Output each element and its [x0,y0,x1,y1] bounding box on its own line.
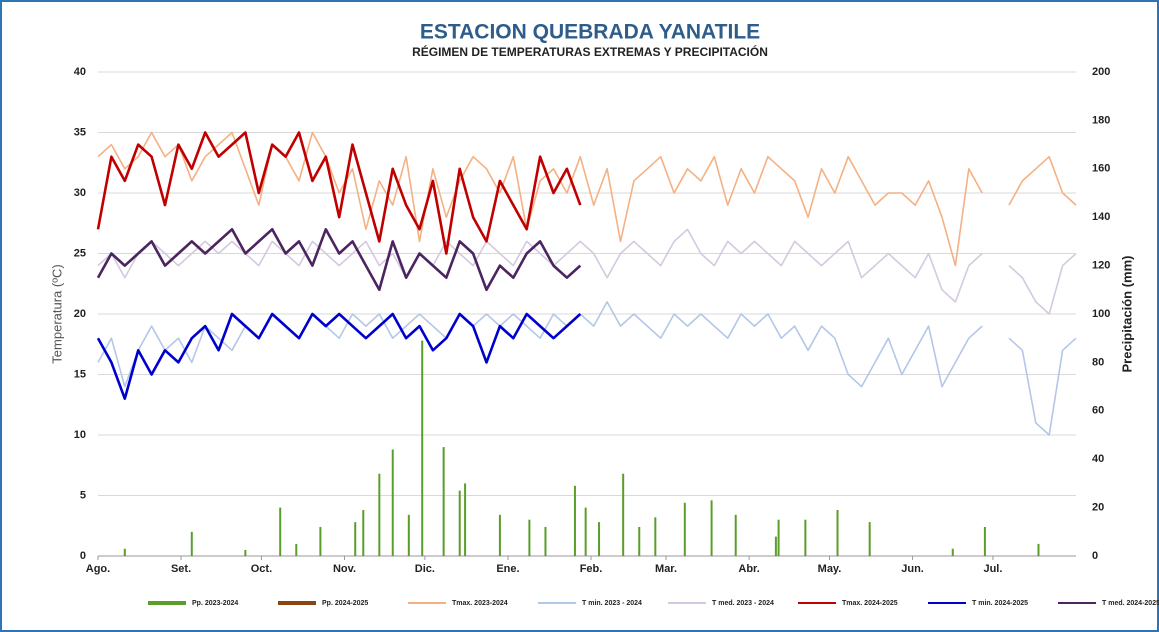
precip-bar [573,485,576,556]
temp-line [96,228,582,292]
precip-bar [295,543,298,556]
legend-label: T min. 2024-2025 [972,600,1028,607]
x-tick-label: Nov. [333,563,356,575]
precip-bar [498,514,501,556]
precip-bar [421,340,424,556]
precip-bar [804,519,807,556]
x-tick-label: Jul. [983,563,1002,575]
x-tick-label: Feb. [580,563,603,575]
y2-tick-label: 180 [1092,114,1110,126]
legend-label: T med. 2024-2025 [1102,600,1159,607]
y2-tick-label: 160 [1092,163,1110,175]
precip-bar [777,519,780,556]
x-tick-label: Dic. [415,563,435,575]
y-tick-label: 0 [80,550,86,562]
y-tick-label: 25 [74,247,86,259]
y-tick-label: 15 [74,368,86,380]
legend-label: T min. 2023 - 2024 [582,600,642,607]
y2-tick-label: 80 [1092,356,1104,368]
legend-label: Tmax. 2024-2025 [842,600,898,607]
x-tick-label: Mar. [655,563,677,575]
x-tick-label: Set. [171,563,191,575]
x-tick-label: Jun. [901,563,924,575]
y-axis-label: Temperatura (ºC) [49,264,64,363]
temp-line [97,131,1077,267]
precip-bar [464,483,467,556]
precip-bar [407,514,410,556]
precip-bar [279,507,282,556]
precip-bar [378,473,381,556]
precip-bar [442,447,445,556]
y2-tick-label: 140 [1092,211,1110,223]
precip-bar [868,522,871,556]
y2-tick-label: 0 [1092,550,1098,562]
precip-bar [362,510,365,556]
precip-bar [774,536,777,556]
y-tick-label: 30 [74,187,86,199]
x-tick-label: Abr. [738,563,759,575]
y2-tick-label: 200 [1092,66,1110,78]
chart-title: ESTACION QUEBRADA YANATILE [420,21,760,44]
y2-axis-label: Precipitación (mm) [1119,255,1134,372]
chart-subtitle: RÉGIMEN DE TEMPERATURAS EXTREMAS Y PRECI… [412,44,768,59]
y2-tick-label: 40 [1092,453,1104,465]
legend-label: Pp. 2023-2024 [192,600,238,607]
precip-bar [638,526,641,556]
precip-bar [983,526,986,556]
y-tick-label: 20 [74,308,86,320]
precip-bar [836,510,839,556]
precip-bar [654,517,657,556]
y2-tick-label: 120 [1092,260,1110,272]
precip-bar [584,507,587,556]
y2-tick-label: 100 [1092,308,1110,320]
legend-label: Pp. 2024-2025 [322,600,368,607]
precip-bar [951,548,954,556]
x-tick-label: Ene. [496,563,519,575]
temp-line [96,131,582,255]
precip-bar [1037,543,1040,556]
x-tick-label: Ago. [86,563,110,575]
y2-tick-label: 20 [1092,502,1104,514]
legend-label: Tmax. 2023-2024 [452,600,508,607]
precip-bar [190,531,193,556]
precip-bar [123,548,126,556]
precip-bar [458,490,461,556]
y-tick-label: 35 [74,126,86,138]
legend-label: T med. 2023 - 2024 [712,600,774,607]
y-tick-label: 10 [74,429,86,441]
y-tick-label: 40 [74,66,86,78]
precip-bar [710,500,713,556]
y2-tick-label: 60 [1092,405,1104,417]
x-tick-label: Oct. [251,563,272,575]
precip-bar [528,519,531,556]
precip-bar [734,514,737,556]
precip-bar [544,526,547,556]
precip-bar [598,522,601,556]
y-tick-label: 5 [80,489,86,501]
precip-bar [683,502,686,556]
precip-bar [354,522,357,556]
precip-bar [622,473,625,556]
precip-bar [244,549,247,556]
x-tick-label: May. [818,563,842,575]
temp-line [96,312,582,400]
precip-bar [319,526,322,556]
precip-bar [391,449,394,556]
